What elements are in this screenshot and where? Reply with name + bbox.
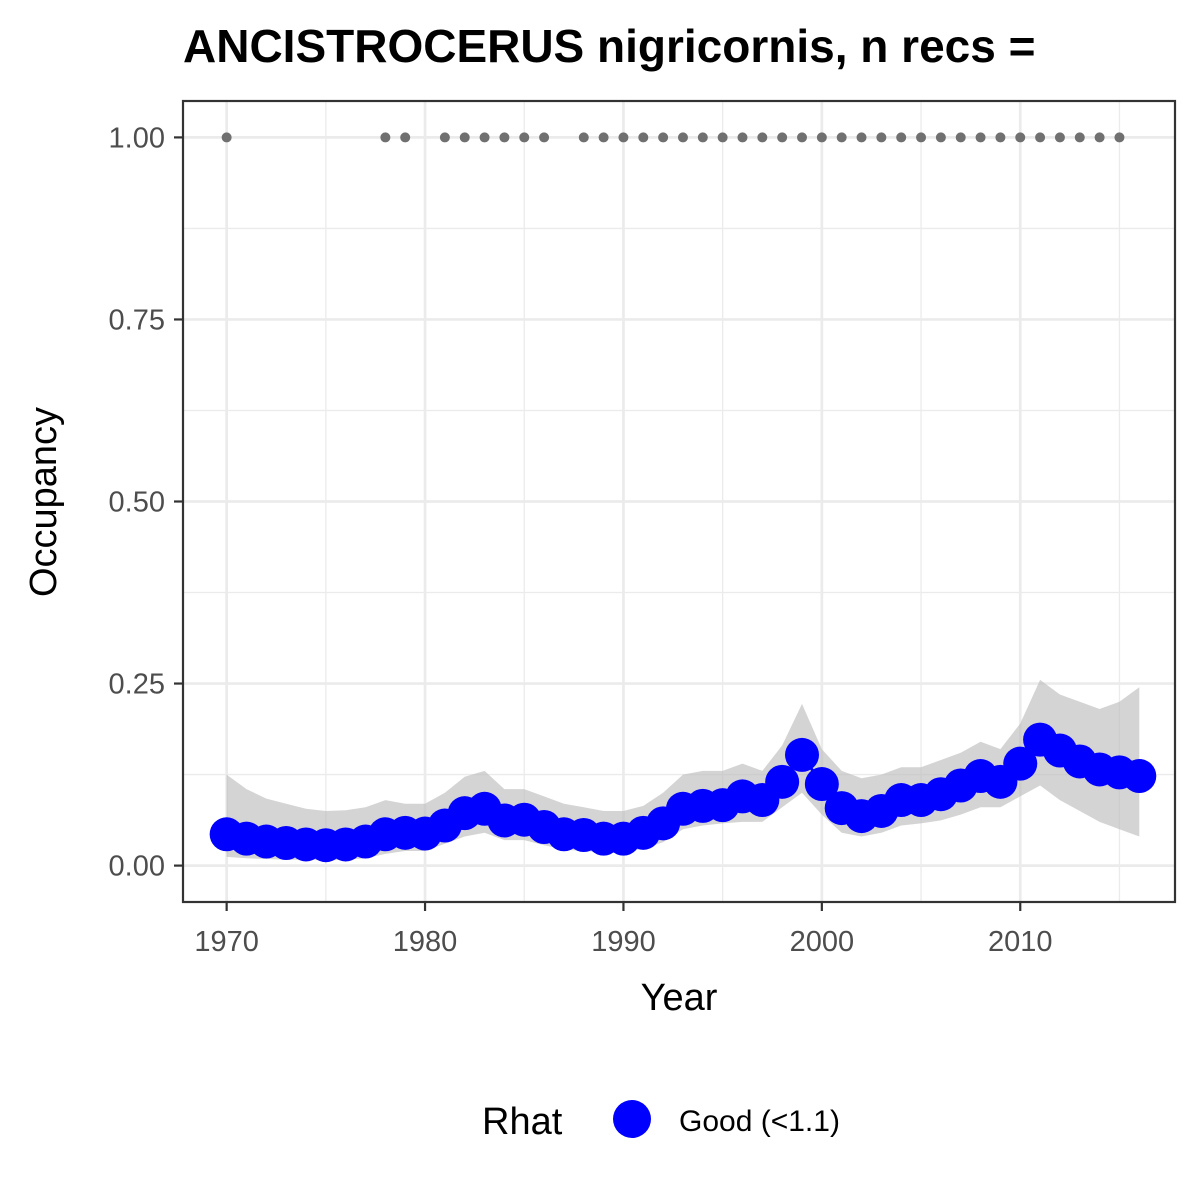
y-axis: 0.00 0.25 0.50 0.75 1.00 — [109, 122, 183, 883]
x-tick-label: 2010 — [988, 926, 1053, 958]
x-tick-label: 1980 — [393, 926, 458, 958]
record-point — [1094, 132, 1105, 143]
x-tick-label: 1970 — [194, 926, 259, 958]
record-point — [935, 132, 946, 143]
record-point — [916, 132, 927, 143]
record-point — [955, 132, 966, 143]
record-point — [757, 132, 768, 143]
legend-title: Rhat — [482, 1101, 563, 1143]
record-point — [737, 132, 748, 143]
record-point — [995, 132, 1006, 143]
record-point — [876, 132, 887, 143]
x-tick-label: 1990 — [591, 926, 656, 958]
legend: Rhat Good (<1.1) — [482, 1100, 840, 1143]
record-point — [578, 132, 589, 143]
series-point — [1003, 746, 1038, 781]
record-point — [519, 132, 530, 143]
series-point — [785, 737, 820, 772]
gridlines — [183, 101, 1175, 902]
y-tick-label: 0.50 — [109, 487, 165, 519]
record-point — [697, 132, 708, 143]
record-point — [836, 132, 847, 143]
record-point — [896, 132, 907, 143]
record-point — [856, 132, 867, 143]
record-point — [816, 132, 827, 143]
record-point — [1054, 132, 1065, 143]
record-point — [479, 132, 490, 143]
record-point — [1114, 132, 1125, 143]
x-tick-label: 2000 — [790, 926, 855, 958]
series-point — [1122, 759, 1157, 794]
record-point — [638, 132, 649, 143]
record-point — [539, 132, 550, 143]
record-point — [1035, 132, 1046, 143]
series-points-layer — [209, 722, 1157, 863]
record-point — [400, 132, 411, 143]
record-point — [658, 132, 669, 143]
y-tick-label: 0.25 — [109, 669, 165, 701]
series-point — [804, 767, 839, 802]
y-tick-label: 0.75 — [109, 304, 165, 336]
chart-title: ANCISTROCERUS nigricornis, n recs = — [183, 20, 1035, 72]
record-point — [975, 132, 986, 143]
y-axis-title: Occupancy — [23, 407, 65, 597]
record-point — [1015, 132, 1026, 143]
record-point — [459, 132, 470, 143]
record-points-layer — [221, 132, 1125, 143]
x-axis-title: Year — [641, 977, 718, 1019]
record-point — [777, 132, 788, 143]
record-point — [439, 132, 450, 143]
y-tick-label: 1.00 — [109, 122, 165, 154]
legend-key-circle — [613, 1100, 651, 1138]
record-point — [221, 132, 232, 143]
record-point — [797, 132, 808, 143]
record-point — [717, 132, 728, 143]
y-tick-label: 0.00 — [109, 851, 165, 883]
record-point — [499, 132, 510, 143]
legend-label: Good (<1.1) — [679, 1105, 840, 1138]
record-point — [618, 132, 629, 143]
series-point — [765, 764, 800, 799]
record-point — [380, 132, 391, 143]
record-point — [677, 132, 688, 143]
x-axis: 1970 1980 1990 2000 2010 — [194, 902, 1053, 958]
record-point — [1074, 132, 1085, 143]
record-point — [598, 132, 609, 143]
